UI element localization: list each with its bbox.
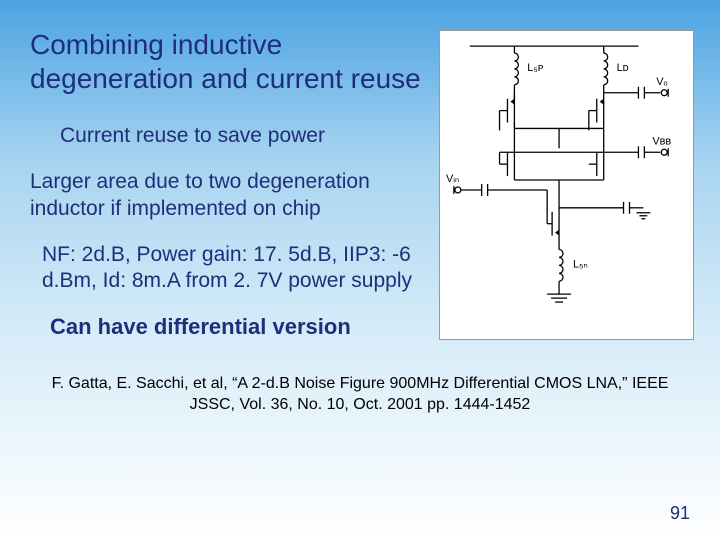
bullet-larger-area: Larger area due to two degeneration indu… xyxy=(30,169,450,222)
page-number: 91 xyxy=(670,503,690,524)
label-vbb: Vʙʙ xyxy=(652,135,671,147)
label-vin: Vᵢₙ xyxy=(446,173,459,185)
slide-container: Combining inductive degeneration and cur… xyxy=(0,0,720,540)
circuit-diagram: L₅ᴘ Lᴅ Vₒ Vʙʙ Vᵢₙ L₅ₙ xyxy=(439,30,694,340)
label-lsp: L₅ᴘ xyxy=(527,62,543,74)
bullet-specs: NF: 2d.B, Power gain: 17. 5d.B, IIP3: -6… xyxy=(42,242,462,295)
label-lsn: L₅ₙ xyxy=(573,258,588,270)
label-vo: Vₒ xyxy=(656,76,667,88)
label-ld: Lᴅ xyxy=(617,62,629,74)
bullet-current-reuse: Current reuse to save power xyxy=(60,123,460,149)
citation-text: F. Gatta, E. Sacchi, et al, “A 2-d.B Noi… xyxy=(50,374,670,416)
slide-title: Combining inductive degeneration and cur… xyxy=(30,28,450,95)
